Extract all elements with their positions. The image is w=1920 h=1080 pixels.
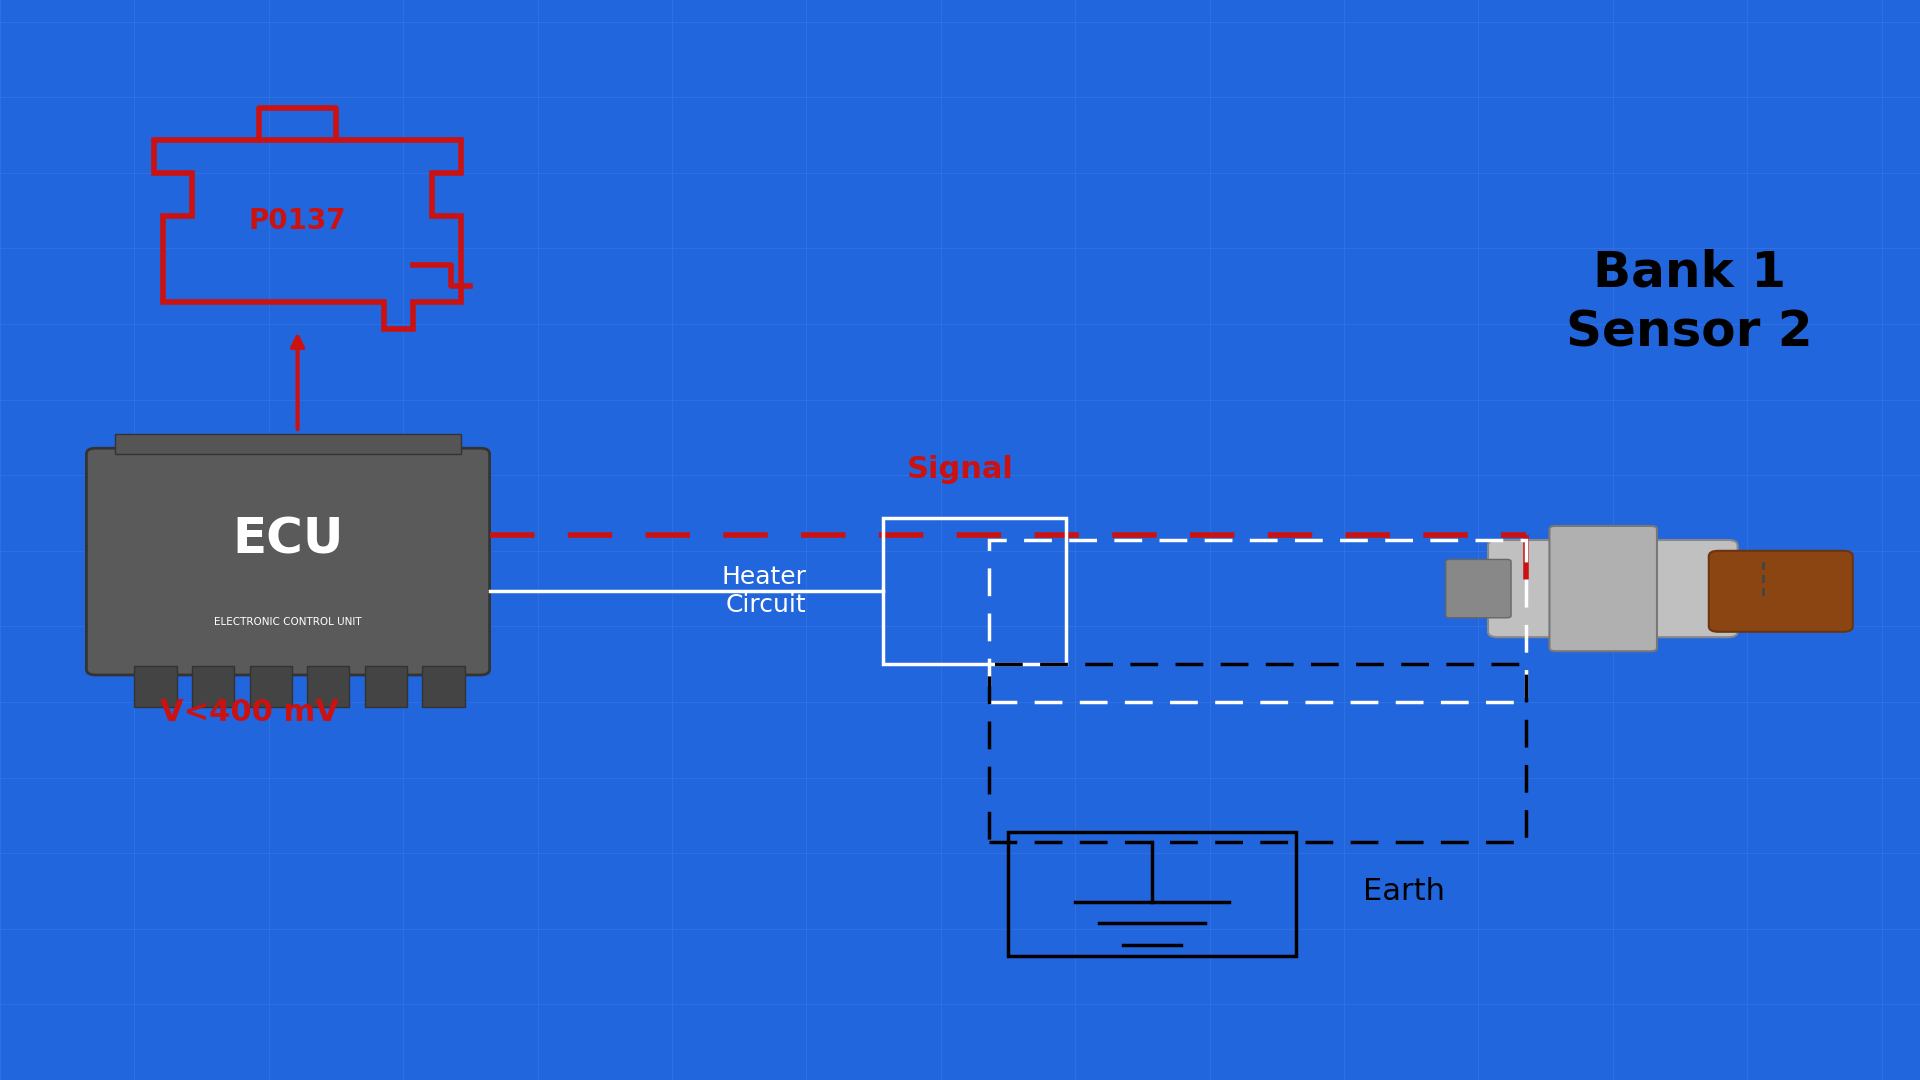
FancyBboxPatch shape [1549, 526, 1657, 651]
Bar [365, 666, 407, 707]
Text: ECU: ECU [232, 516, 344, 564]
Bar [115, 434, 461, 454]
FancyBboxPatch shape [1446, 559, 1511, 618]
FancyBboxPatch shape [1709, 551, 1853, 632]
Text: Bank 1
Sensor 2: Bank 1 Sensor 2 [1567, 248, 1812, 356]
Bar [192, 666, 234, 707]
Text: V<400 mV: V<400 mV [159, 699, 340, 727]
Bar [134, 666, 177, 707]
Bar [989, 664, 1526, 842]
Text: P0137: P0137 [250, 207, 346, 235]
Bar [883, 518, 1066, 664]
Bar [250, 666, 292, 707]
Text: Signal: Signal [906, 456, 1014, 484]
Text: Heater
Circuit: Heater Circuit [722, 566, 806, 617]
Bar [422, 666, 465, 707]
Bar [307, 666, 349, 707]
FancyBboxPatch shape [86, 448, 490, 675]
Bar [989, 540, 1526, 702]
FancyBboxPatch shape [1488, 540, 1738, 637]
Bar [1008, 832, 1296, 956]
Text: ELECTRONIC CONTROL UNIT: ELECTRONIC CONTROL UNIT [215, 617, 361, 627]
Text: Earth: Earth [1363, 877, 1446, 905]
